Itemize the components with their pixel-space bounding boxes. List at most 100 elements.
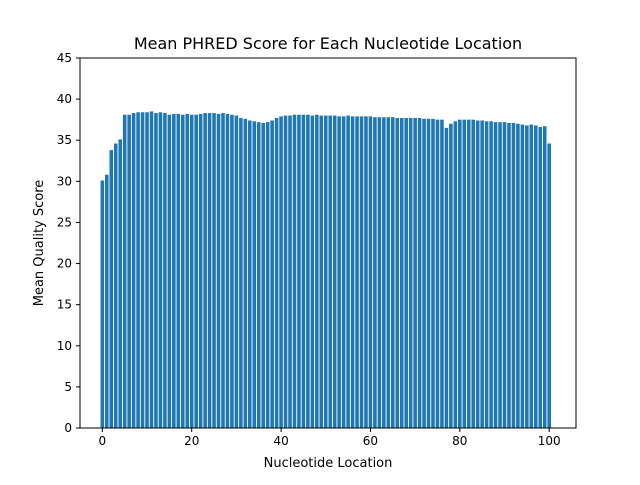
bar-48: [315, 114, 319, 428]
y-tick-label: 0: [64, 421, 72, 435]
bar-94: [520, 124, 525, 428]
axes-layer: 0 20 40 60 80 100 0 5 10 15 20 25 30 35 40 45: [57, 51, 577, 448]
bar-51: [328, 115, 333, 428]
bar-43: [292, 114, 297, 428]
bar-1: [105, 174, 109, 428]
bar-84: [475, 120, 480, 429]
bar-11: [149, 111, 154, 428]
bar-2: [109, 150, 114, 428]
bar-31: [239, 118, 243, 429]
bar-93: [516, 123, 520, 428]
bar-41: [283, 115, 288, 428]
bar-23: [203, 113, 207, 428]
bar-71: [417, 118, 422, 429]
y-tick-label: 45: [57, 51, 72, 65]
bar-5: [122, 114, 127, 428]
bar-100: [547, 143, 551, 428]
chart-title: Mean PHRED Score for Each Nucleotide Loc…: [134, 34, 522, 53]
bar-27: [221, 113, 225, 428]
bar-28: [225, 113, 230, 428]
bar-49: [319, 115, 324, 428]
bar-99: [542, 126, 547, 429]
x-tick-label: 100: [538, 434, 561, 448]
y-tick-label: 5: [64, 380, 72, 394]
y-tick-label: 15: [57, 298, 72, 312]
bar-37: [265, 122, 270, 428]
bar-86: [484, 121, 489, 428]
plot-frame: [79, 57, 577, 429]
x-tick-label: 60: [363, 434, 378, 448]
bar-83: [471, 119, 476, 429]
x-tick-label: 20: [184, 434, 199, 448]
bar-40: [279, 116, 283, 428]
bar-18: [180, 114, 185, 428]
bar-10: [145, 112, 149, 429]
bar-26: [216, 113, 221, 428]
bar-66: [395, 118, 400, 429]
bar-73: [426, 118, 431, 428]
bar-45: [301, 114, 306, 428]
bar-13: [158, 112, 163, 429]
bar-46: [306, 114, 310, 428]
bar-87: [489, 121, 493, 428]
bar-98: [538, 127, 543, 428]
bar-64: [386, 117, 391, 428]
bar-57: [355, 116, 359, 428]
bar-4: [118, 139, 122, 428]
bar-47: [310, 115, 315, 428]
bar-97: [534, 125, 538, 429]
bar-68: [404, 118, 408, 429]
y-tick-label: 10: [57, 339, 72, 353]
bar-74: [431, 118, 435, 428]
bar-69: [408, 118, 413, 429]
bar-39: [274, 118, 279, 429]
bar-9: [140, 112, 145, 429]
bar-34: [252, 121, 257, 428]
bar-35: [256, 122, 261, 428]
y-axis-label: Mean Quality Score: [32, 180, 47, 307]
x-tick-label: 0: [99, 434, 107, 448]
bar-75: [435, 119, 440, 429]
y-tick-label: 35: [57, 133, 72, 147]
bar-52: [332, 115, 337, 428]
bar-42: [288, 115, 292, 428]
bar-22: [198, 113, 203, 428]
bar-15: [167, 114, 172, 428]
bar-30: [234, 115, 239, 428]
bar-96: [529, 124, 534, 428]
bar-38: [270, 120, 274, 429]
bar-36: [261, 122, 265, 429]
bar-0: [100, 180, 105, 428]
x-tick-label: 80: [452, 434, 467, 448]
bar-33: [248, 120, 252, 429]
bar-89: [498, 122, 502, 428]
bar-19: [185, 113, 190, 428]
bar-54: [341, 116, 346, 428]
bar-62: [377, 117, 382, 428]
bar-85: [480, 120, 484, 429]
x-axis-label: Nucleotide Location: [264, 456, 393, 471]
bar-88: [493, 122, 498, 428]
bar-56: [350, 116, 355, 428]
bar-95: [525, 125, 529, 429]
bar-59: [364, 116, 368, 428]
bar-21: [194, 114, 198, 428]
bar-29: [230, 114, 234, 428]
bar-8: [136, 112, 140, 429]
bar-67: [399, 118, 404, 429]
bar-55: [346, 115, 350, 428]
bar-6: [127, 114, 131, 428]
bar-78: [449, 123, 453, 428]
x-tick-label: 40: [273, 434, 288, 448]
y-tick-label: 20: [57, 257, 72, 271]
bar-90: [502, 122, 507, 428]
bar-14: [163, 113, 167, 428]
y-tick-label: 25: [57, 215, 72, 229]
bar-92: [511, 122, 516, 429]
bar-82: [466, 119, 471, 429]
bar-16: [172, 113, 176, 428]
y-tick-label: 30: [57, 174, 72, 188]
bar-79: [453, 121, 458, 428]
bar-53: [337, 116, 341, 428]
